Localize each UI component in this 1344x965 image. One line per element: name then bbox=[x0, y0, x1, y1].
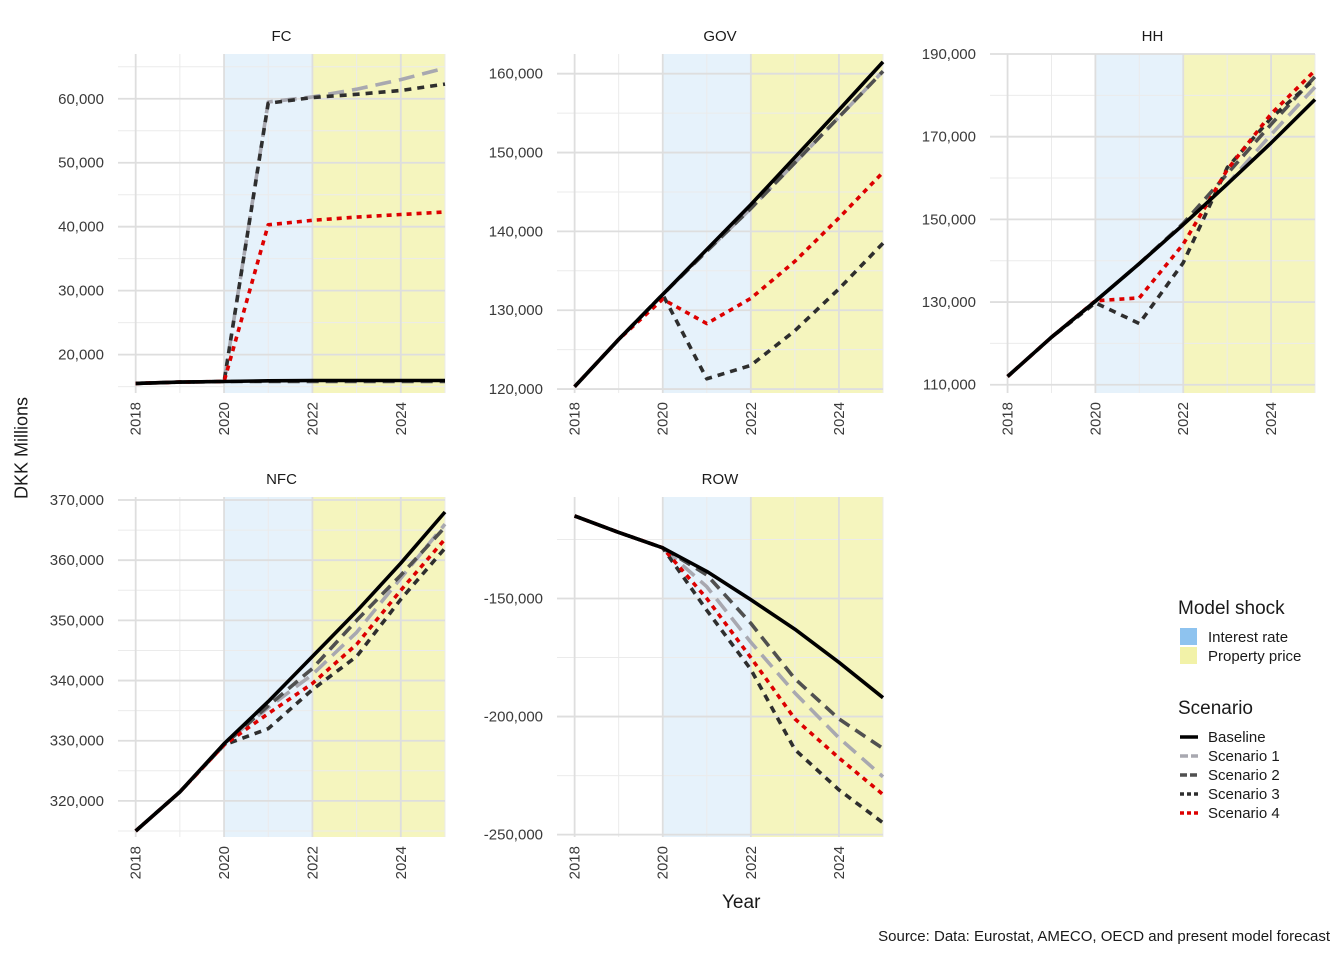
x-tick-label: 2020 bbox=[1087, 402, 1104, 435]
series-line-baseline bbox=[134, 510, 447, 833]
x-tick-label: 2024 bbox=[831, 402, 848, 435]
panel-title: GOV bbox=[703, 28, 736, 45]
panel-hh: 110,000 130,000 150,000 170,000 190,000 2018 2… bbox=[922, 28, 1317, 435]
legend-item-label: Baseline bbox=[1208, 729, 1266, 746]
panel-title: HH bbox=[1142, 28, 1164, 45]
y-tick-label: -250,000 bbox=[484, 827, 543, 844]
legend-item-label: Scenario 4 bbox=[1208, 805, 1280, 822]
x-tick-label: 2020 bbox=[216, 402, 233, 435]
y-tick-label: 360,000 bbox=[50, 552, 104, 569]
y-tick-label: 40,000 bbox=[58, 219, 104, 236]
series-line-scenario-2 bbox=[134, 525, 447, 833]
y-axis-label: DKK Millions bbox=[11, 396, 32, 500]
y-tick-label: -200,000 bbox=[484, 709, 543, 726]
y-tick-label: 320,000 bbox=[50, 793, 104, 810]
series-line-baseline bbox=[135, 378, 445, 386]
series-line-scenario-4 bbox=[134, 537, 447, 833]
x-tick-label: 2018 bbox=[1000, 402, 1017, 435]
y-tick-label: 50,000 bbox=[58, 155, 104, 172]
shade-property-price bbox=[1183, 54, 1315, 393]
series-line-baseline bbox=[573, 60, 885, 388]
panel-title: NFC bbox=[266, 471, 297, 488]
series-line-scenario-2 bbox=[573, 514, 885, 750]
x-tick-label: 2020 bbox=[655, 402, 672, 435]
x-tick-label: 2024 bbox=[1263, 402, 1280, 435]
panel-fc: 20,000 30,000 40,000 50,000 60,000 2018 2020 20… bbox=[58, 28, 446, 435]
series-line-scenario-3 bbox=[135, 82, 446, 386]
y-tick-label: -150,000 bbox=[484, 591, 543, 608]
panel-nfc: 320,000 330,000 340,000 350,000 360,000 370,0… bbox=[50, 471, 447, 879]
series-line-baseline bbox=[573, 514, 885, 700]
panel-gov: 120,000 130,000 140,000 150,000 160,000 2018 2… bbox=[489, 28, 885, 435]
panel-title: FC bbox=[272, 28, 292, 45]
x-tick-label: 2018 bbox=[128, 402, 145, 435]
y-tick-label: 340,000 bbox=[50, 673, 104, 690]
y-tick-label: 140,000 bbox=[489, 223, 543, 240]
shade-property-price bbox=[750, 497, 883, 837]
y-tick-label: 190,000 bbox=[922, 46, 976, 63]
x-tick-label: 2022 bbox=[1175, 402, 1192, 435]
y-tick-label: 20,000 bbox=[58, 347, 104, 364]
y-tick-label: 160,000 bbox=[489, 66, 543, 83]
y-tick-label: 150,000 bbox=[922, 211, 976, 228]
y-tick-label: 130,000 bbox=[922, 294, 976, 311]
y-tick-label: 30,000 bbox=[58, 283, 104, 300]
y-tick-label: 120,000 bbox=[489, 381, 543, 398]
x-tick-label: 2018 bbox=[567, 846, 584, 879]
legend-title-scenario: Scenario bbox=[1178, 698, 1253, 719]
y-tick-label: 370,000 bbox=[50, 492, 104, 509]
y-tick-label: 150,000 bbox=[489, 145, 543, 162]
x-tick-label: 2020 bbox=[216, 846, 233, 879]
y-tick-label: 130,000 bbox=[489, 302, 543, 319]
x-tick-label: 2022 bbox=[304, 846, 321, 879]
series-line-scenario-2 bbox=[573, 70, 885, 388]
x-tick-label: 2024 bbox=[831, 846, 848, 879]
panel-title: ROW bbox=[702, 471, 740, 488]
legend-item-label: Property price bbox=[1208, 648, 1301, 665]
legend-swatch bbox=[1180, 628, 1197, 645]
legend-swatch bbox=[1180, 647, 1197, 664]
legend-title-model-shock: Model shock bbox=[1178, 598, 1285, 619]
legend-item-label: Scenario 2 bbox=[1208, 767, 1280, 784]
shade-property-price bbox=[750, 54, 883, 393]
series-line-baseline bbox=[1006, 98, 1317, 378]
x-tick-label: 2022 bbox=[304, 402, 321, 435]
y-tick-label: 170,000 bbox=[922, 129, 976, 146]
x-tick-label: 2018 bbox=[567, 402, 584, 435]
series-line-scenario-4 bbox=[1006, 69, 1317, 378]
legend-item-label: Scenario 3 bbox=[1208, 786, 1280, 803]
y-tick-label: 60,000 bbox=[58, 91, 104, 108]
y-tick-label: 330,000 bbox=[50, 733, 104, 750]
panel-row: -150,000 -200,000 -250,000 2018 2020 2022 2024… bbox=[484, 471, 885, 879]
y-tick-label: 350,000 bbox=[50, 612, 104, 629]
x-tick-label: 2024 bbox=[393, 402, 410, 435]
x-axis-label: Year bbox=[722, 892, 761, 913]
legend: Model shock Interest rate Property price Sc… bbox=[1178, 598, 1301, 822]
x-tick-label: 2024 bbox=[393, 846, 410, 879]
shade-property-price bbox=[312, 54, 445, 393]
y-tick-label: 110,000 bbox=[923, 377, 976, 394]
x-tick-label: 2018 bbox=[128, 846, 145, 879]
x-tick-label: 2022 bbox=[743, 846, 760, 879]
x-tick-label: 2020 bbox=[655, 846, 672, 879]
legend-item-label: Interest rate bbox=[1208, 629, 1288, 646]
source-caption: Source: Data: Eurostat, AMECO, OECD and … bbox=[878, 928, 1330, 945]
x-tick-label: 2022 bbox=[743, 402, 760, 435]
legend-item-label: Scenario 1 bbox=[1208, 748, 1280, 765]
